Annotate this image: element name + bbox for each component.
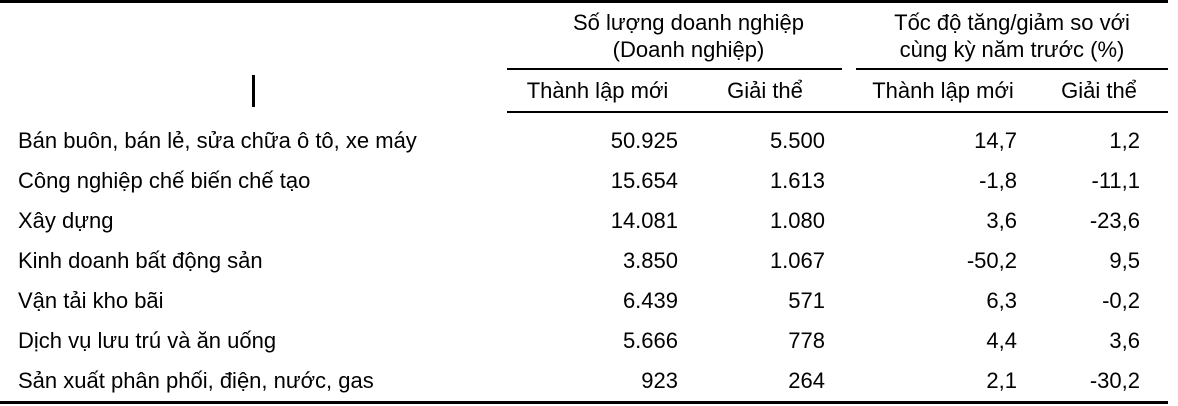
cell-value: 571 bbox=[788, 288, 825, 313]
cell-spacer bbox=[842, 112, 856, 161]
cell-value: 2,1 bbox=[856, 361, 1030, 404]
cell-value: 9,5 bbox=[1109, 248, 1141, 273]
sub-header-row: Thành lập mới Giải thể Thành lập mới Giả… bbox=[0, 69, 1169, 113]
cell-value: 1,2 bbox=[1109, 128, 1141, 153]
subheader-spacer bbox=[842, 69, 856, 113]
cell-value: 6.439 bbox=[622, 288, 678, 313]
cell-value: 14,7 bbox=[974, 128, 1017, 153]
cell-value: 923 bbox=[507, 361, 688, 404]
subheader-new-registered-qty: Thành lập mới bbox=[507, 69, 688, 113]
row-label: Xây dựng bbox=[18, 208, 114, 233]
cell-value: 264 bbox=[688, 361, 842, 404]
table-row: Dịch vụ lưu trú và ăn uống 5.666 778 4,4… bbox=[0, 321, 1168, 361]
cell-value: -0,2 bbox=[1102, 288, 1141, 313]
table-row: Xây dựng 14.081 1.080 3,6 -23,6 bbox=[0, 201, 1168, 241]
cell-value: -50,2 bbox=[966, 248, 1017, 273]
cell-spacer bbox=[842, 361, 856, 404]
group-header-spacer bbox=[842, 2, 856, 70]
table-row: Công nghiệp chế biến chế tạo 15.654 1.61… bbox=[0, 161, 1168, 201]
text-cursor bbox=[252, 74, 255, 107]
cell-value: 3,6 bbox=[986, 208, 1017, 233]
cell-value: 4,4 bbox=[986, 328, 1017, 353]
table-row: Vận tải kho bãi 6.439 571 6,3 -0,2 bbox=[0, 281, 1168, 321]
cell-value: 6,3 bbox=[986, 288, 1017, 313]
cell-value: 1.613 bbox=[769, 168, 825, 193]
cell-value: 1.080 bbox=[769, 208, 825, 233]
table-row: Kinh doanh bất động sản 3.850 1.067 -50,… bbox=[0, 241, 1168, 281]
cell-spacer bbox=[842, 201, 856, 241]
cell-value: 50.925 bbox=[610, 128, 678, 153]
corner-empty-cell bbox=[0, 2, 507, 70]
subheader-dissolved-rate: Giải thể bbox=[1030, 69, 1169, 113]
cell-value: 14.081 bbox=[610, 208, 678, 233]
cell-value: 5.666 bbox=[622, 328, 678, 353]
group-header-row: Số lượng doanh nghiệp (Doanh nghiệp) Tốc… bbox=[0, 1, 1169, 70]
row-label: Kinh doanh bất động sản bbox=[18, 248, 263, 273]
group-header-growth-rate: Tốc độ tăng/giảm so với cùng kỳ năm trướ… bbox=[856, 1, 1169, 70]
row-label: Sản xuất phân phối, điện, nước, gas bbox=[0, 361, 507, 404]
cell-value: 5.500 bbox=[769, 128, 825, 153]
group-header-growth-line1: Tốc độ tăng/giảm so với bbox=[894, 9, 1130, 35]
cell-value: -11,1 bbox=[1091, 168, 1141, 193]
cell-value: 3,6 bbox=[1109, 328, 1141, 353]
row-label: Vận tải kho bãi bbox=[18, 288, 164, 313]
cell-spacer bbox=[842, 281, 856, 321]
cell-spacer bbox=[842, 241, 856, 281]
table-row: Sản xuất phân phối, điện, nước, gas 923 … bbox=[0, 361, 1169, 404]
cell-value: -30,2 bbox=[1030, 361, 1169, 404]
row-label: Công nghiệp chế biến chế tạo bbox=[18, 168, 311, 193]
table-row: Bán buôn, bán lẻ, sửa chữa ô tô, xe máy … bbox=[0, 112, 1168, 161]
row-label: Dịch vụ lưu trú và ăn uống bbox=[18, 328, 277, 353]
cell-value: -1,8 bbox=[979, 168, 1017, 193]
cell-value: 15.654 bbox=[610, 168, 678, 193]
cell-value: 778 bbox=[788, 328, 825, 353]
cell-spacer bbox=[842, 161, 856, 201]
subheader-new-registered-rate: Thành lập mới bbox=[856, 69, 1030, 113]
group-header-quantity-line2: (Doanh nghiệp) bbox=[612, 36, 765, 62]
cell-spacer bbox=[842, 321, 856, 361]
cell-value: 3.850 bbox=[622, 248, 678, 273]
cell-value: -23,6 bbox=[1089, 208, 1141, 233]
subheader-dissolved-qty: Giải thể bbox=[688, 69, 842, 113]
group-header-quantity: Số lượng doanh nghiệp (Doanh nghiệp) bbox=[507, 1, 842, 70]
group-header-quantity-line1: Số lượng doanh nghiệp bbox=[573, 9, 804, 35]
row-label: Bán buôn, bán lẻ, sửa chữa ô tô, xe máy bbox=[18, 127, 417, 153]
row-label-header-cell bbox=[0, 69, 507, 112]
cell-value: 1.067 bbox=[769, 248, 825, 273]
group-header-growth-line2: cùng kỳ năm trước (%) bbox=[899, 36, 1125, 62]
